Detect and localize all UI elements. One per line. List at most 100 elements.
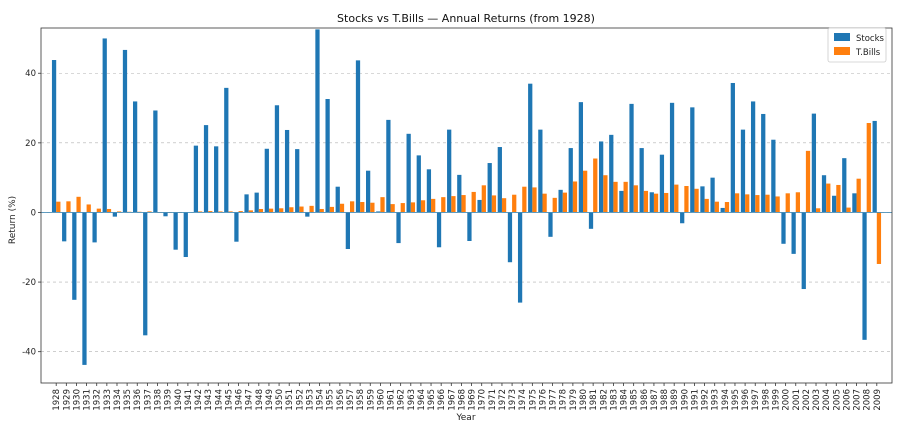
bar-tbills-1950 bbox=[279, 208, 284, 213]
bar-stocks-1952 bbox=[295, 149, 300, 213]
bar-tbills-2003 bbox=[816, 208, 821, 213]
bar-stocks-1948 bbox=[254, 192, 259, 213]
bar-stocks-1988 bbox=[659, 154, 665, 213]
plot-frame bbox=[40, 27, 893, 384]
bar-tbills-1981 bbox=[593, 158, 598, 213]
bar-stocks-1938 bbox=[153, 110, 158, 213]
chart-title: Stocks vs T.Bills — Annual Returns (from… bbox=[337, 12, 595, 25]
bar-stocks-1963 bbox=[406, 133, 411, 213]
bar-tbills-1994 bbox=[724, 202, 730, 213]
bar-tbills-1946 bbox=[238, 211, 243, 213]
bar-tbills-1970 bbox=[481, 185, 486, 213]
y-tick-label: -20 bbox=[22, 278, 36, 288]
bar-stocks-1929 bbox=[62, 212, 67, 242]
bar-stocks-1934 bbox=[112, 212, 117, 217]
bar-stocks-1930 bbox=[72, 212, 77, 300]
bar-stocks-1954 bbox=[315, 29, 320, 213]
x-tick-label: 1971 bbox=[488, 389, 498, 411]
bar-tbills-1930 bbox=[76, 196, 81, 213]
bar-tbills-1960 bbox=[380, 197, 385, 213]
bar-tbills-1997 bbox=[755, 195, 760, 213]
bar-stocks-1972 bbox=[497, 147, 502, 213]
bar-stocks-1958 bbox=[355, 60, 361, 213]
bar-tbills-2008 bbox=[866, 123, 871, 213]
x-tick-label: 1996 bbox=[741, 389, 751, 411]
x-tick-label: 1985 bbox=[630, 389, 640, 411]
bar-tbills-1988 bbox=[664, 192, 669, 213]
bar-tbills-1962 bbox=[400, 203, 405, 213]
bar-stocks-1984 bbox=[619, 190, 624, 213]
bar-tbills-1934 bbox=[116, 211, 122, 213]
x-tick-label: 1955 bbox=[326, 389, 336, 411]
x-tick-label: 1952 bbox=[295, 389, 305, 411]
x-tick-label: 1943 bbox=[204, 389, 214, 411]
bar-tbills-1989 bbox=[674, 184, 679, 213]
bar-tbills-1928 bbox=[56, 201, 61, 213]
bar-tbills-1963 bbox=[410, 202, 416, 213]
bar-stocks-1996 bbox=[740, 129, 746, 213]
bar-tbills-1995 bbox=[734, 193, 740, 213]
x-tick-label: 1931 bbox=[83, 389, 93, 411]
x-tick-label: 1999 bbox=[771, 389, 781, 411]
bar-stocks-2008 bbox=[862, 212, 867, 340]
x-tick-label: 1974 bbox=[518, 389, 528, 411]
bar-tbills-1964 bbox=[420, 200, 426, 213]
bar-stocks-1968 bbox=[457, 174, 462, 213]
bar-stocks-1989 bbox=[669, 102, 675, 213]
bar-tbills-1958 bbox=[360, 202, 365, 213]
bar-stocks-1993 bbox=[710, 177, 715, 213]
y-axis: -40 -20 0 20 40 bbox=[22, 69, 41, 358]
x-tick-label: 1929 bbox=[62, 389, 72, 411]
y-tick-label: 20 bbox=[25, 139, 36, 149]
x-tick-label: 1986 bbox=[640, 389, 650, 411]
bar-tbills-1956 bbox=[339, 203, 345, 213]
bar-tbills-2006 bbox=[846, 207, 851, 213]
y-axis-label: Return (%) bbox=[8, 196, 18, 244]
bar-stocks-1987 bbox=[649, 192, 654, 213]
bar-tbills-2009 bbox=[876, 212, 882, 264]
bar-tbills-1974 bbox=[522, 186, 527, 213]
x-tick-label: 1935 bbox=[123, 389, 133, 411]
bar-stocks-1962 bbox=[396, 212, 401, 244]
bar-stocks-1935 bbox=[122, 49, 128, 213]
x-tick-label: 1976 bbox=[538, 389, 548, 411]
bar-tbills-2007 bbox=[856, 178, 861, 213]
bar-tbills-1979 bbox=[572, 181, 578, 213]
bar-tbills-1949 bbox=[268, 208, 274, 213]
bar-stocks-1950 bbox=[274, 105, 280, 213]
bar-stocks-1969 bbox=[467, 212, 472, 241]
x-tick-label: 1991 bbox=[690, 389, 700, 411]
x-tick-label: 1998 bbox=[761, 389, 771, 411]
bar-stocks-1949 bbox=[264, 148, 269, 213]
legend-label-stocks: Stocks bbox=[856, 34, 885, 44]
legend: Stocks T.Bills bbox=[827, 27, 887, 63]
x-tick-label: 1962 bbox=[397, 389, 407, 411]
bar-tbills-1933 bbox=[106, 208, 112, 213]
bar-tbills-1975 bbox=[532, 187, 537, 213]
bar-tbills-1966 bbox=[441, 197, 446, 213]
bar-tbills-1973 bbox=[512, 194, 517, 213]
bar-tbills-1987 bbox=[653, 193, 659, 213]
bar-stocks-1953 bbox=[305, 212, 310, 217]
x-tick-label: 2001 bbox=[792, 389, 802, 411]
x-tick-label: 1966 bbox=[437, 389, 447, 411]
bar-stocks-1982 bbox=[599, 141, 604, 213]
bar-stocks-1998 bbox=[761, 113, 766, 213]
bar-stocks-1951 bbox=[284, 129, 290, 213]
bar-tbills-1976 bbox=[542, 193, 547, 213]
bar-tbills-1977 bbox=[552, 197, 557, 213]
bar-tbills-1990 bbox=[684, 186, 689, 213]
bar-stocks-1940 bbox=[173, 212, 178, 250]
x-tick-label: 1947 bbox=[245, 389, 255, 411]
x-tick-label: 1993 bbox=[711, 389, 721, 411]
bar-tbills-1993 bbox=[714, 201, 719, 213]
bar-tbills-1998 bbox=[765, 194, 770, 213]
x-tick-label: 1992 bbox=[701, 389, 711, 411]
bar-tbills-1980 bbox=[583, 170, 588, 213]
bar-stocks-1983 bbox=[609, 134, 614, 213]
x-tick-label: 1975 bbox=[528, 389, 538, 411]
legend-swatch-stocks bbox=[834, 33, 850, 41]
x-tick-label: 1932 bbox=[93, 389, 103, 411]
bar-stocks-2006 bbox=[842, 158, 847, 213]
